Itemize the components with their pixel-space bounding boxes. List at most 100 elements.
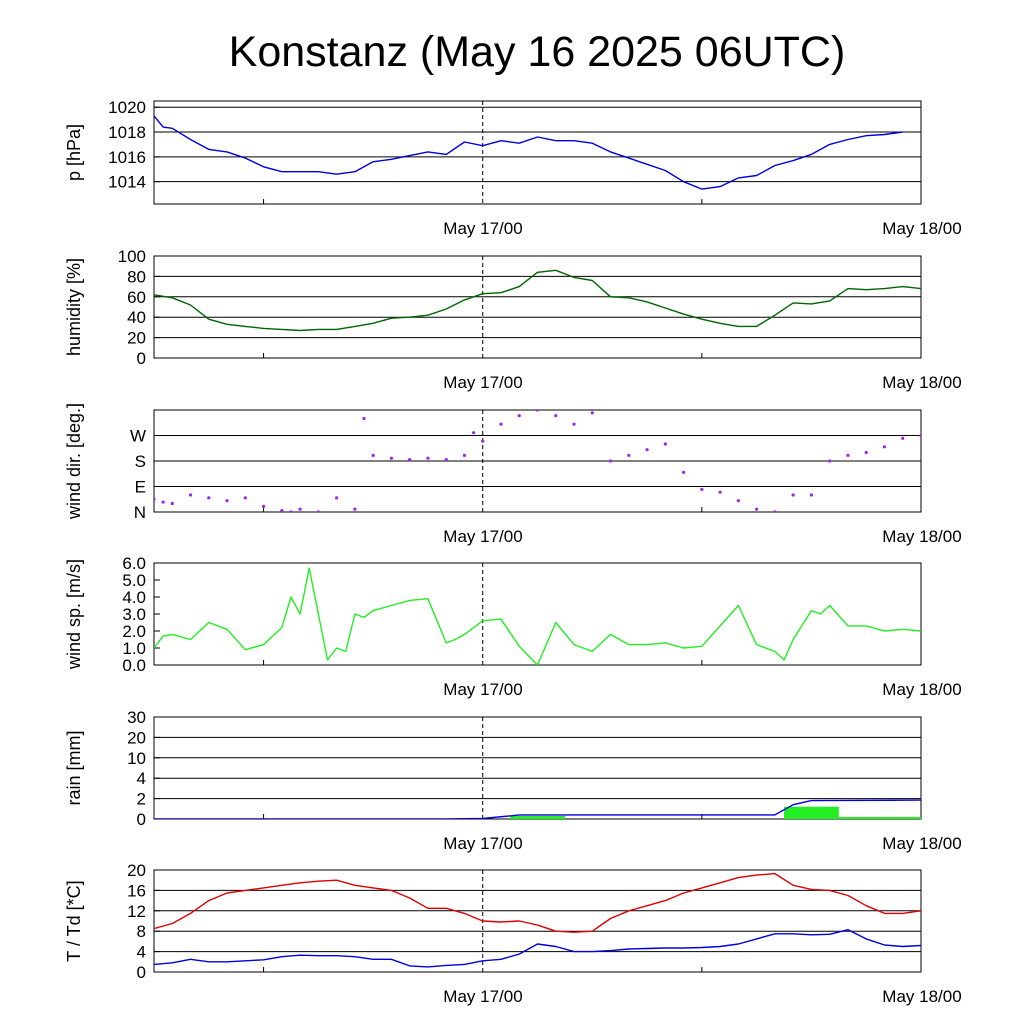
wind-dir-point — [444, 457, 448, 462]
wind-dir-point — [462, 453, 467, 457]
y-tick-label: 60 — [127, 288, 146, 307]
x-tick-label: May 18/00 — [882, 527, 961, 546]
y-tick-label: E — [135, 478, 146, 497]
wind-dir-point — [471, 431, 476, 435]
panel-4: 0.01.02.03.04.05.06.0 wind sp. [m/s] May 1… — [64, 554, 962, 699]
y-tick-label: 20 — [127, 329, 146, 348]
series-line-1 — [154, 567, 921, 665]
wind-dir-point — [289, 510, 293, 512]
series-line-1 — [154, 872, 921, 933]
wind-dir-point — [882, 445, 887, 449]
wind-dir-point — [919, 433, 921, 438]
wind-dir-point — [846, 453, 850, 457]
wind-dir-point — [389, 456, 394, 460]
y-tick-label: N — [134, 503, 146, 522]
y-tick-label: 1020 — [108, 98, 146, 117]
y-tick-label: 1016 — [108, 148, 146, 167]
wind-dir-point — [773, 510, 777, 512]
plot-frame — [153, 869, 922, 973]
wind-dir-point — [864, 450, 868, 455]
chart-title: Konstanz (May 16 2025 06UTC) — [229, 28, 846, 76]
wind-dir-point — [243, 496, 247, 500]
wind-dir-point — [161, 500, 165, 504]
y-tick-label: 4.0 — [122, 588, 146, 607]
y-tick-label: 3.0 — [122, 605, 146, 624]
wind-dir-point — [426, 456, 430, 460]
x-tick-label: May 18/00 — [882, 680, 961, 699]
y-axis-label: humidity [%] — [64, 258, 84, 356]
y-tick-label: 20 — [127, 861, 146, 880]
y-axis-label: rain [mm] — [64, 730, 84, 805]
x-tick-label: May 17/00 — [443, 219, 522, 238]
rain-bar — [784, 806, 839, 819]
wind-dir-point — [280, 508, 284, 512]
plot-area — [154, 115, 903, 190]
wind-dir-point — [362, 416, 366, 421]
y-tick-label: 6.0 — [122, 554, 146, 573]
y-tick-label: 1.0 — [122, 639, 146, 658]
y-tick-label: 100 — [118, 247, 146, 266]
y-tick-label: 30 — [127, 708, 146, 727]
wind-dir-point — [663, 442, 667, 446]
wind-dir-point — [261, 504, 266, 508]
y-tick-label: 5.0 — [122, 571, 146, 590]
wind-dir-point — [408, 457, 412, 462]
x-tick-label: May 17/00 — [443, 680, 522, 699]
wind-dir-point — [481, 439, 485, 443]
wind-dir-point — [627, 453, 631, 457]
y-tick-label: 10 — [127, 749, 146, 768]
wind-dir-point — [335, 496, 339, 500]
y-tick-label: 0 — [137, 349, 146, 368]
y-tick-label: W — [130, 427, 146, 446]
y-tick-label: 4 — [137, 943, 146, 962]
y-tick-label: 12 — [127, 902, 146, 921]
x-tick-label: May 18/00 — [882, 373, 961, 392]
wind-dir-point — [572, 422, 576, 426]
y-tick-label: 80 — [127, 267, 146, 286]
plot-frame — [153, 100, 922, 205]
wind-dir-point — [517, 414, 521, 418]
wind-dir-point — [645, 448, 649, 452]
wind-dir-point — [371, 453, 375, 457]
wind-dir-point — [188, 493, 193, 497]
y-axis-label: wind dir. [deg.] — [64, 403, 84, 520]
wind-dir-point — [225, 499, 229, 503]
x-tick-label: May 18/00 — [882, 834, 961, 853]
y-tick-label: 2 — [137, 790, 146, 809]
y-tick-label: 0 — [137, 963, 146, 982]
y-axis-label: T / Td [*C] — [64, 880, 84, 961]
wind-dir-point — [499, 422, 503, 426]
x-tick-label: May 17/00 — [443, 987, 522, 1006]
plot-frame — [153, 255, 922, 359]
rain-bar — [510, 815, 565, 819]
wind-dir-point — [718, 490, 722, 494]
y-tick-label: 20 — [127, 728, 146, 747]
series-line-1 — [154, 269, 921, 332]
rain-bar — [838, 816, 921, 819]
y-tick-label: 1018 — [108, 123, 146, 142]
wind-dir-point — [809, 493, 814, 497]
wind-dir-point — [901, 436, 905, 440]
panel-1: 1014 1016 1018 1020 p [hPa] May 17/00 May 18/0… — [64, 98, 962, 238]
y-tick-label: S — [135, 452, 146, 471]
plot-area — [154, 410, 921, 512]
x-tick-label: May 18/00 — [882, 219, 961, 238]
wind-dir-point — [681, 470, 686, 474]
wind-dir-point — [316, 510, 320, 512]
x-tick-label: May 17/00 — [443, 373, 522, 392]
wind-dir-point — [590, 411, 594, 415]
wind-dir-point — [608, 459, 613, 463]
y-tick-label: 16 — [127, 881, 146, 900]
wind-dir-point — [828, 459, 832, 463]
wind-dir-point — [736, 499, 740, 503]
wind-dir-point — [298, 507, 302, 511]
wind-dir-point — [700, 487, 704, 491]
y-tick-label: 0.0 — [122, 656, 146, 675]
series-line-1 — [154, 799, 921, 819]
wind-dir-point — [554, 414, 558, 418]
y-tick-label: 8 — [137, 922, 146, 941]
y-axis-label: p [hPa] — [64, 124, 84, 181]
y-tick-label: 2.0 — [122, 622, 146, 641]
